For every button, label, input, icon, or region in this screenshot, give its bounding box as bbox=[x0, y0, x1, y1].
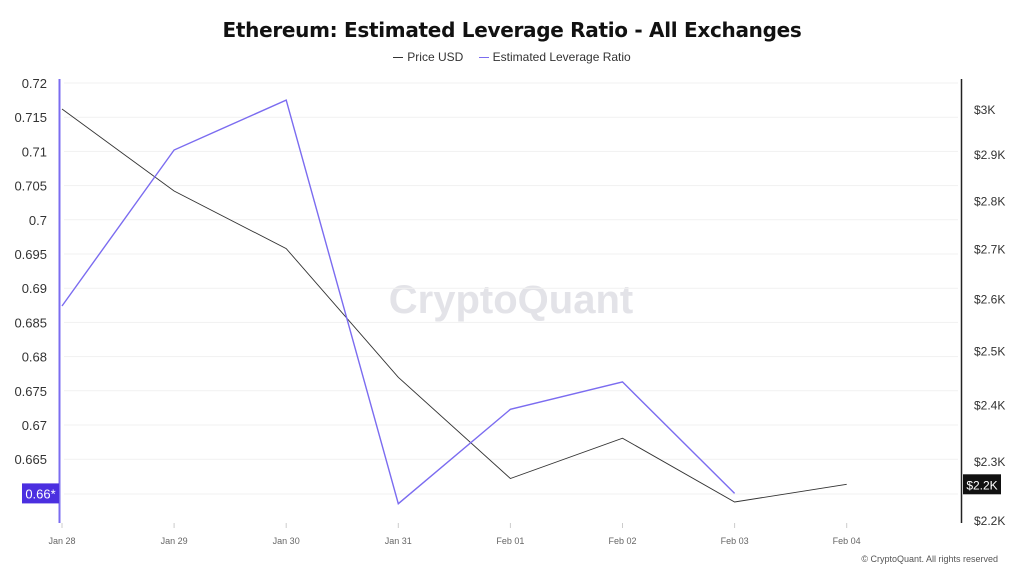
series-line-leverage bbox=[61, 99, 736, 505]
right-axis-tick-label: $2.8K bbox=[974, 194, 1005, 208]
x-axis-tick-label: Feb 03 bbox=[721, 536, 749, 546]
left-axis-tick-label: 0.685 bbox=[14, 315, 47, 330]
series-line-price bbox=[61, 108, 847, 503]
legend-label-price: Price USD bbox=[407, 50, 464, 64]
x-axis-tick-label: Jan 31 bbox=[385, 536, 412, 546]
right-axis-tick-label: $3K bbox=[974, 103, 995, 117]
left-axis-tick-label: 0.675 bbox=[14, 384, 47, 399]
right-current-value-label: $2.2K bbox=[966, 478, 997, 492]
left-axis-tick-label: 0.72 bbox=[22, 76, 47, 91]
left-axis-tick-label: 0.71 bbox=[22, 144, 47, 159]
x-axis-tick-label: Feb 02 bbox=[608, 536, 636, 546]
x-axis-tick-label: Feb 01 bbox=[496, 536, 524, 546]
x-axis-tick-label: Jan 30 bbox=[273, 536, 300, 546]
right-axis-tick-label: $2.7K bbox=[974, 243, 1005, 257]
right-current-value-badge bbox=[963, 474, 1001, 495]
left-current-value-label: 0.66* bbox=[25, 486, 55, 501]
right-axis-tick-label: $2.9K bbox=[974, 148, 1005, 162]
left-axis-tick-label: 0.69 bbox=[22, 281, 47, 296]
legend-swatch-price bbox=[393, 57, 404, 59]
x-axis-tick-label: Jan 28 bbox=[48, 536, 75, 546]
watermark: CryptoQuant bbox=[389, 278, 633, 322]
x-axis-tick-label: Jan 29 bbox=[161, 536, 188, 546]
left-axis-tick-label: 0.715 bbox=[14, 110, 47, 125]
right-axis-tick-label: $2.3K bbox=[974, 455, 1005, 469]
chart-title: Ethereum: Estimated Leverage Ratio - All… bbox=[222, 18, 802, 42]
right-axis-tick-label: $2.4K bbox=[974, 399, 1005, 413]
legend-swatch-leverage bbox=[478, 57, 489, 59]
left-axis-tick-label: 0.665 bbox=[14, 452, 47, 467]
left-axis-tick-label: 0.7 bbox=[29, 213, 47, 228]
legend-item-leverage[interactable]: Estimated Leverage Ratio bbox=[478, 50, 631, 64]
left-axis-tick-label: 0.695 bbox=[14, 247, 47, 262]
left-current-value-badge bbox=[22, 483, 59, 504]
right-axis-tick-label: $2.5K bbox=[974, 345, 1005, 359]
left-axis-tick-label: 0.67 bbox=[22, 418, 47, 433]
legend: Price USD Estimated Leverage Ratio bbox=[0, 50, 1024, 64]
x-axis-tick-label: Feb 04 bbox=[833, 536, 861, 546]
right-axis-tick-label: $2.2K bbox=[974, 514, 1005, 528]
copyright-credit: © CryptoQuant. All rights reserved bbox=[861, 554, 998, 564]
legend-label-leverage: Estimated Leverage Ratio bbox=[492, 50, 631, 64]
right-axis-tick-label: $2.6K bbox=[974, 293, 1005, 307]
left-axis-tick-label: 0.68 bbox=[22, 350, 47, 365]
left-axis-tick-label: 0.705 bbox=[14, 179, 47, 194]
legend-item-price[interactable]: Price USD bbox=[393, 50, 463, 64]
